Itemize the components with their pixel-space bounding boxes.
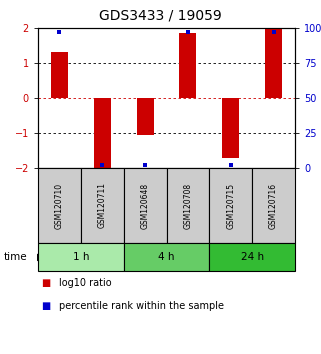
Text: GSM120711: GSM120711 xyxy=(98,183,107,228)
Text: GSM120710: GSM120710 xyxy=(55,182,64,229)
Bar xyxy=(265,29,282,98)
Bar xyxy=(136,98,154,135)
Bar xyxy=(179,33,196,98)
Text: GSM120648: GSM120648 xyxy=(141,182,150,229)
Text: GSM120716: GSM120716 xyxy=(269,182,278,229)
Text: 1 h: 1 h xyxy=(73,252,89,262)
Text: ▶: ▶ xyxy=(37,252,44,262)
Bar xyxy=(222,98,239,158)
Text: GSM120715: GSM120715 xyxy=(226,182,235,229)
Point xyxy=(57,29,62,35)
Bar xyxy=(51,52,68,98)
Point xyxy=(100,162,105,168)
Point xyxy=(271,29,276,35)
Point xyxy=(228,162,233,168)
Text: GSM120708: GSM120708 xyxy=(183,182,192,229)
Text: ■: ■ xyxy=(41,278,50,287)
Text: GDS3433 / 19059: GDS3433 / 19059 xyxy=(99,8,222,23)
Text: percentile rank within the sample: percentile rank within the sample xyxy=(59,301,224,310)
Point xyxy=(185,29,190,35)
Bar xyxy=(94,98,111,168)
Text: log10 ratio: log10 ratio xyxy=(59,278,111,287)
Text: 24 h: 24 h xyxy=(241,252,264,262)
Text: ■: ■ xyxy=(41,301,50,310)
Text: 4 h: 4 h xyxy=(158,252,175,262)
Point xyxy=(143,162,148,168)
Text: time: time xyxy=(3,252,27,262)
